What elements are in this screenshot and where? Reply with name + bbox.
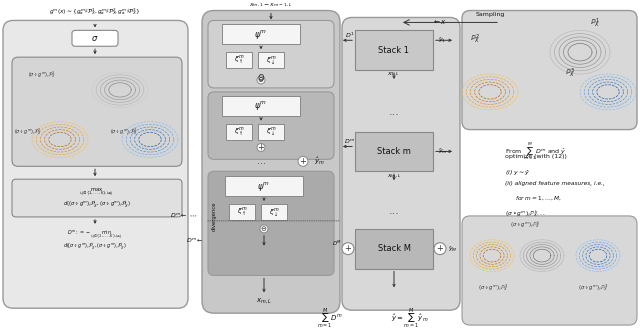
FancyBboxPatch shape (208, 171, 334, 275)
Text: $(\sigma \circ g^m)_\sharp \mathcal{P}_X^2$: $(\sigma \circ g^m)_\sharp \mathcal{P}_X… (14, 127, 42, 137)
Bar (355, 30, 433, 70)
Text: +: + (344, 244, 351, 253)
Text: $\xi_\downarrow^m$: $\xi_\downarrow^m$ (269, 206, 280, 218)
Text: $\hat{y}_m$: $\hat{y}_m$ (314, 155, 325, 167)
Bar (229, 204, 255, 220)
Text: $\ominus$: $\ominus$ (257, 75, 264, 84)
FancyBboxPatch shape (462, 10, 637, 130)
Text: $(\sigma \circ g^m)_\sharp \mathbb{P}_X^2$: $(\sigma \circ g^m)_\sharp \mathbb{P}_X^… (478, 282, 508, 293)
Text: $(\sigma \circ g^m)_\sharp \mathbb{P}_X^3$: $(\sigma \circ g^m)_\sharp \mathbb{P}_X^… (578, 282, 608, 293)
Text: $D^m \leftarrow$: $D^m \leftarrow$ (170, 212, 188, 220)
Text: $D^m \leftarrow$: $D^m \leftarrow$ (186, 237, 204, 245)
FancyBboxPatch shape (208, 92, 334, 159)
Text: $\hat{y}_m$: $\hat{y}_m$ (438, 146, 448, 156)
Text: $\xi_\downarrow^m$: $\xi_\downarrow^m$ (266, 126, 276, 137)
Text: ...: ... (257, 156, 266, 166)
Text: ...: ... (388, 107, 399, 117)
Text: (ii) aligned feature measures, i.e.,: (ii) aligned feature measures, i.e., (505, 181, 605, 186)
Text: Stack m: Stack m (377, 147, 411, 156)
Circle shape (257, 76, 265, 84)
Text: $(\sigma \circ g^m)_\sharp \mathcal{P}_X^1$: $(\sigma \circ g^m)_\sharp \mathcal{P}_X… (28, 69, 56, 80)
FancyBboxPatch shape (3, 20, 188, 308)
Text: $\max_{i,j \in \{1,...,K\}, i \neq j}$: $\max_{i,j \in \{1,...,K\}, i \neq j}$ (79, 187, 115, 199)
Text: $\ominus$: $\ominus$ (260, 224, 268, 233)
Bar (222, 24, 300, 44)
FancyBboxPatch shape (342, 17, 460, 310)
Text: $d((\sigma \circ g^m)_\sharp \mathcal{P}_{X}^i, (\sigma \circ g^m)_\sharp \mathc: $d((\sigma \circ g^m)_\sharp \mathcal{P}… (63, 198, 131, 210)
FancyBboxPatch shape (202, 10, 340, 313)
Text: $x_{m,L}$: $x_{m,L}$ (256, 296, 272, 305)
Text: From $\sum_{m=1}^M D^m$ and $\hat{y}$: From $\sum_{m=1}^M D^m$ and $\hat{y}$ (505, 141, 566, 162)
Text: $\xi_\downarrow^m$: $\xi_\downarrow^m$ (266, 54, 276, 66)
Text: $(\sigma \circ g^m)_\sharp \mathcal{P}_X^3$: $(\sigma \circ g^m)_\sharp \mathcal{P}_X… (110, 127, 138, 137)
Text: $d((\sigma \circ g^m)_\sharp \mathcal{P}_{X}^i, (\sigma \circ g^m)_\sharp \mathc: $d((\sigma \circ g^m)_\sharp \mathcal{P}… (63, 241, 127, 252)
Text: for $m = 1, \ldots, M,$: for $m = 1, \ldots, M,$ (515, 194, 562, 202)
Circle shape (257, 143, 265, 151)
Text: Stack 1: Stack 1 (378, 46, 410, 55)
Circle shape (434, 243, 446, 255)
Circle shape (260, 225, 268, 233)
Text: +: + (436, 244, 444, 253)
Text: $\hat{y} = \sum_{m=1}^M \hat{y}_m$: $\hat{y} = \sum_{m=1}^M \hat{y}_m$ (391, 306, 429, 330)
Text: divergence: divergence (211, 201, 216, 231)
Text: $\xi_\uparrow^m$: $\xi_\uparrow^m$ (237, 206, 248, 218)
Text: $\psi^m$: $\psi^m$ (257, 180, 271, 193)
Text: +: + (300, 157, 307, 166)
FancyBboxPatch shape (12, 57, 182, 166)
Text: $\sigma$: $\sigma$ (92, 34, 99, 43)
Text: +: + (257, 143, 264, 152)
Bar (258, 52, 284, 68)
Bar (261, 204, 287, 220)
Circle shape (342, 243, 354, 255)
Text: $D^m$: $D^m$ (344, 137, 356, 146)
Text: $\psi^m$: $\psi^m$ (254, 28, 268, 41)
Text: $(\sigma \circ g^m)_\sharp \mathbb{P}_X^k ...$: $(\sigma \circ g^m)_\sharp \mathbb{P}_X^… (505, 208, 546, 219)
Text: $\psi^m$: $\psi^m$ (254, 99, 268, 112)
Circle shape (298, 156, 308, 166)
FancyBboxPatch shape (208, 20, 334, 88)
Bar (226, 52, 252, 68)
Text: $\mathbb{P}_X^3$: $\mathbb{P}_X^3$ (565, 67, 575, 80)
Text: $\xi_\uparrow^m$: $\xi_\uparrow^m$ (234, 125, 244, 138)
Text: $\hat{y}_M$: $\hat{y}_M$ (448, 244, 458, 254)
Bar (355, 132, 433, 171)
FancyBboxPatch shape (462, 216, 637, 325)
Text: $\mathbb{P}_X^2$: $\mathbb{P}_X^2$ (470, 32, 480, 46)
Bar (226, 124, 252, 139)
FancyBboxPatch shape (12, 179, 182, 217)
Bar (258, 124, 284, 139)
Text: $x_{m,L}$: $x_{m,L}$ (387, 173, 401, 180)
Text: $(\sigma \circ g^m)_\sharp \mathbb{P}_X^k$: $(\sigma \circ g^m)_\sharp \mathbb{P}_X^… (510, 219, 540, 230)
Text: (i) $y \sim \hat{y}$: (i) $y \sim \hat{y}$ (505, 168, 531, 178)
Text: $D^1$: $D^1$ (345, 31, 355, 40)
Text: $\Theta$: $\Theta$ (257, 72, 265, 83)
Text: $g^m(x) \sim \{g_a^m \sharp \mathcal{P}_X^1, g_a^m \sharp \mathcal{P}_X^2, g_a^m: $g^m(x) \sim \{g_a^m \sharp \mathcal{P}_… (49, 7, 141, 17)
FancyBboxPatch shape (72, 30, 118, 46)
Text: $\hat{y}_1$: $\hat{y}_1$ (438, 36, 446, 45)
Text: $x_{m,1} - x_{m-1,L}$: $x_{m,1} - x_{m-1,L}$ (249, 1, 292, 8)
Bar (355, 229, 433, 269)
Text: optimize (with (12)): optimize (with (12)) (505, 154, 567, 159)
Bar (225, 176, 303, 196)
Text: ...: ... (388, 206, 399, 216)
Text: $D^M$: $D^M$ (332, 239, 342, 248)
Text: $\xi_\uparrow^m$: $\xi_\uparrow^m$ (234, 54, 244, 66)
Text: $\mathbb{P}_X^1$: $\mathbb{P}_X^1$ (590, 16, 600, 30)
Text: Sampling: Sampling (476, 12, 505, 17)
Text: $x_{1,L}$: $x_{1,L}$ (387, 70, 401, 78)
Text: Stack M: Stack M (378, 244, 410, 253)
Bar (222, 96, 300, 116)
Text: $\leftarrow x$: $\leftarrow x$ (432, 18, 447, 26)
Text: $D^m := -\min_{i,j \in \{1,...,K\}, i \neq j}$: $D^m := -\min_{i,j \in \{1,...,K\}, i \n… (67, 229, 123, 243)
Text: $\sum_{m=1}^M D^m$: $\sum_{m=1}^M D^m$ (317, 306, 343, 330)
